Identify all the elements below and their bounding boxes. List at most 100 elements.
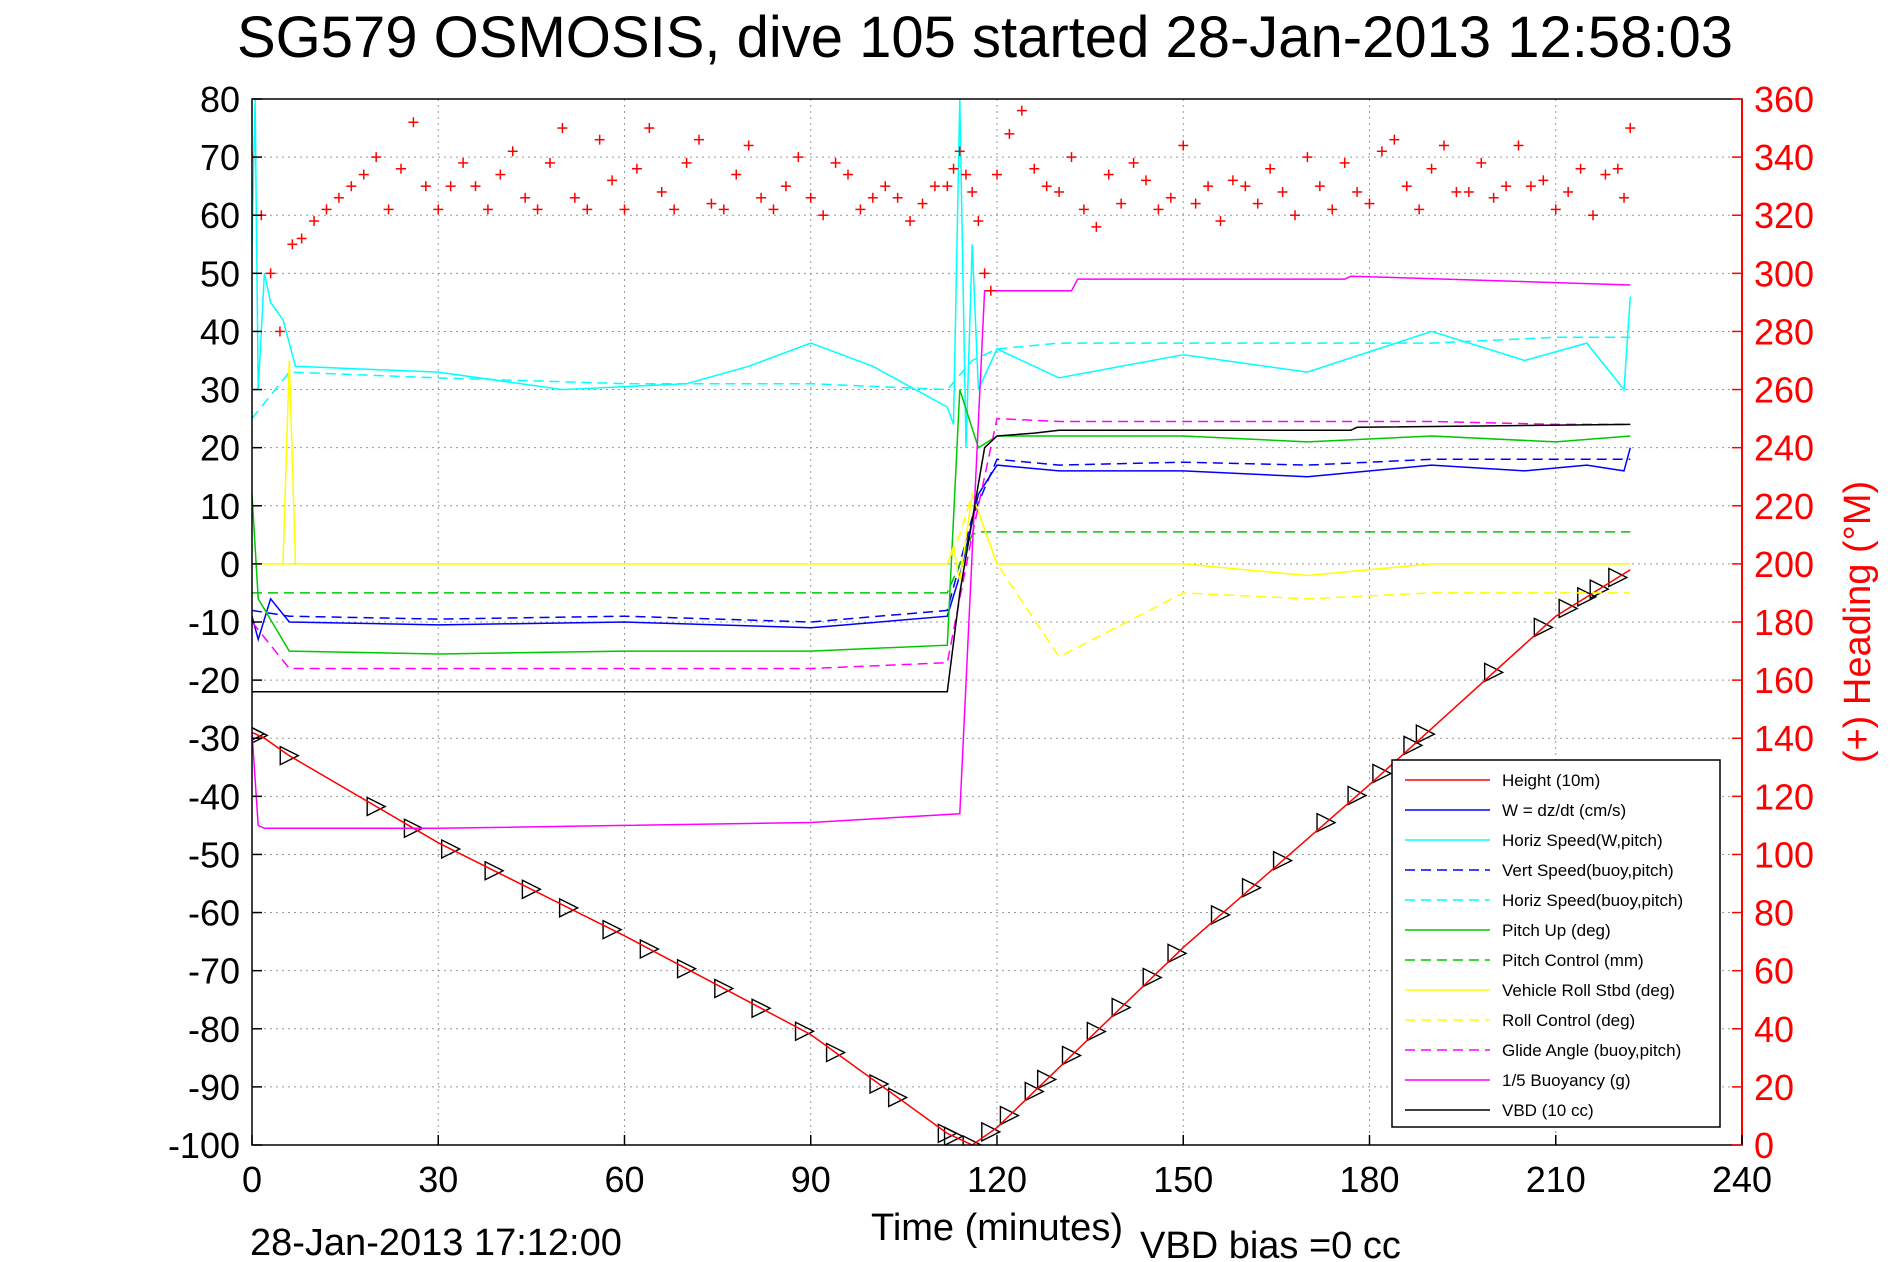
series-group	[252, 99, 1636, 1145]
heading-marker	[346, 181, 357, 192]
series-line-6	[252, 531, 1631, 594]
heading-marker	[1352, 186, 1363, 197]
heading-marker	[1339, 157, 1350, 168]
heading-marker	[1041, 181, 1052, 192]
heading-marker	[768, 204, 779, 215]
y-left-tick-label: 50	[200, 253, 240, 294]
depth-marker	[869, 1073, 890, 1095]
heading-marker	[743, 140, 754, 151]
heading-marker	[557, 123, 568, 134]
legend-label: Roll Control (deg)	[1502, 1011, 1635, 1030]
y-right-tick-label: 20	[1754, 1067, 1794, 1108]
heading-marker	[321, 204, 332, 215]
heading-marker	[656, 186, 667, 197]
heading-marker	[1165, 192, 1176, 203]
series-line-8	[252, 491, 1631, 658]
y-right-tick-label: 220	[1754, 486, 1814, 527]
legend-label: Pitch Control (mm)	[1502, 951, 1644, 970]
heading-marker	[470, 181, 481, 192]
y-right-tick-label: 120	[1754, 776, 1814, 817]
heading-marker	[1265, 163, 1276, 174]
x-axis-label: Time (minutes)	[871, 1207, 1123, 1249]
legend-label: 1/5 Buoyancy (g)	[1502, 1071, 1631, 1090]
y-left-tick-label: 60	[200, 195, 240, 236]
x-tick-label: 90	[791, 1159, 831, 1200]
heading-marker	[1190, 198, 1201, 209]
heading-marker	[274, 326, 285, 337]
heading-marker	[979, 268, 990, 279]
heading-marker	[644, 123, 655, 134]
heading-marker	[793, 152, 804, 163]
heading-marker	[1376, 146, 1387, 157]
heading-marker	[482, 204, 493, 215]
depth-marker	[794, 1021, 816, 1042]
heading-marker	[1612, 163, 1623, 174]
depth-marker	[602, 919, 623, 940]
heading-marker	[1277, 186, 1288, 197]
y-right-tick-label: 240	[1754, 428, 1814, 469]
heading-marker	[1091, 221, 1102, 232]
depth-marker	[1372, 763, 1393, 784]
y-right-tick-label: 80	[1754, 893, 1794, 934]
legend-label: Horiz Speed(buoy,pitch)	[1502, 891, 1683, 910]
series-line-3	[252, 458, 1631, 623]
heading-marker	[1290, 210, 1300, 221]
heading-marker	[917, 198, 928, 209]
heading-marker	[1302, 152, 1313, 163]
heading-marker	[880, 181, 891, 192]
depth-marker	[1167, 943, 1188, 964]
heading-marker	[445, 181, 456, 192]
depth-marker	[440, 838, 462, 860]
heading-marker	[433, 204, 444, 215]
heading-marker	[287, 239, 298, 250]
y-left-tick-label: -70	[188, 951, 240, 992]
y-left-tick-label: 0	[220, 544, 240, 585]
heading-marker	[929, 181, 940, 192]
y-left-tick-label: -50	[188, 834, 240, 875]
heading-marker	[619, 204, 630, 215]
depth-marker	[1558, 598, 1579, 619]
heading-marker	[408, 117, 419, 128]
depth-marker	[887, 1087, 909, 1108]
heading-marker	[942, 181, 953, 192]
y-left-tick-label: -90	[188, 1067, 240, 1108]
heading-marker	[1364, 198, 1375, 209]
depth-marker	[1086, 1021, 1107, 1042]
depth-marker	[1415, 724, 1436, 745]
heading-marker	[1215, 216, 1226, 227]
heading-marker	[420, 181, 431, 192]
heading-marker	[694, 134, 704, 145]
depth-marker	[1111, 997, 1132, 1018]
series-line-5	[252, 389, 1631, 655]
heading-marker	[1401, 181, 1412, 192]
series-line-9	[252, 417, 1631, 670]
y-left-tick-label: -10	[188, 602, 240, 643]
heading-marker	[309, 216, 320, 227]
heading-marker	[985, 285, 996, 296]
heading-marker	[1525, 181, 1536, 192]
legend-label: Height (10m)	[1502, 771, 1600, 790]
heading-marker	[1240, 181, 1251, 192]
depth-marker	[1533, 617, 1554, 638]
heading-marker	[1600, 169, 1611, 180]
footer-timestamp: 28-Jan-2013 17:12:00	[250, 1222, 622, 1262]
y-left-tick-label: 10	[200, 486, 240, 527]
heading-marker	[532, 204, 543, 215]
heading-marker	[992, 169, 1002, 180]
heading-marker	[1153, 204, 1164, 215]
heading-marker	[1314, 181, 1325, 192]
depth-marker	[943, 1126, 965, 1145]
series-line-10	[252, 275, 1631, 830]
heading-marker	[1575, 163, 1586, 174]
x-tick-label: 60	[604, 1159, 644, 1200]
x-tick-label: 150	[1153, 1159, 1213, 1200]
plot-area	[252, 99, 1636, 1145]
x-tick-label: 0	[242, 1159, 262, 1200]
y-right-tick-label: 60	[1754, 951, 1794, 992]
y-left-tick-label: 40	[200, 311, 240, 352]
depth-marker	[252, 726, 269, 744]
y-right-tick-label: 340	[1754, 137, 1814, 178]
heading-marker	[507, 146, 518, 157]
heading-marker	[780, 181, 791, 192]
